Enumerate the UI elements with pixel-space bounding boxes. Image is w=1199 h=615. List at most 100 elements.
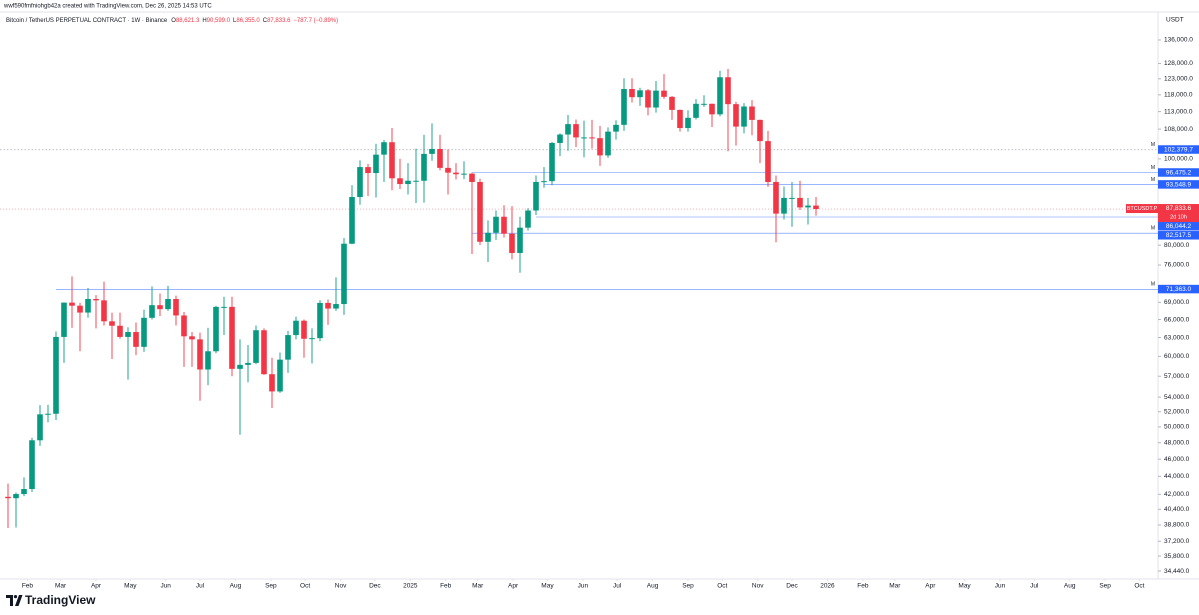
x-tick-label: Nov bbox=[752, 583, 764, 590]
candle-body bbox=[469, 173, 475, 182]
candle-body bbox=[213, 306, 219, 352]
x-tick-label: 2026 bbox=[820, 583, 835, 590]
candle-body bbox=[37, 414, 43, 441]
candle-body bbox=[765, 141, 771, 182]
level-label-box bbox=[1158, 145, 1199, 154]
candle-body bbox=[781, 197, 787, 214]
x-tick-label: Mar bbox=[55, 583, 67, 590]
y-tick-label: 48,000.0 bbox=[1164, 439, 1190, 446]
candle-body bbox=[589, 137, 595, 139]
candle-body bbox=[45, 413, 51, 415]
candle-body bbox=[85, 299, 91, 313]
level-marker: M bbox=[1151, 142, 1155, 148]
candle-body bbox=[301, 320, 307, 339]
logo-slash bbox=[15, 595, 23, 606]
candle-body bbox=[413, 180, 419, 182]
x-tick-label: Dec bbox=[786, 583, 798, 590]
candle-body bbox=[229, 306, 235, 369]
candle-body bbox=[685, 117, 691, 129]
y-tick-label: 50,000.0 bbox=[1164, 424, 1190, 431]
y-tick-label: 136,000.0 bbox=[1164, 37, 1193, 44]
level-label: 96,475.2 bbox=[1166, 169, 1192, 176]
y-tick-label: 128,000.0 bbox=[1164, 60, 1193, 67]
level-label: 86,044.2 bbox=[1166, 223, 1192, 230]
candle-body bbox=[549, 142, 555, 182]
candle-body bbox=[245, 362, 251, 365]
candle-body bbox=[317, 302, 323, 339]
x-tick-label: Apr bbox=[925, 583, 936, 590]
logo-t bbox=[6, 595, 13, 606]
candle-body bbox=[205, 351, 211, 370]
candle-body bbox=[485, 232, 491, 242]
symbol-label-box bbox=[1126, 204, 1158, 214]
legend-key: O bbox=[171, 18, 176, 24]
candle-body bbox=[189, 336, 195, 340]
candle-body bbox=[269, 374, 275, 392]
candle-body bbox=[629, 89, 635, 98]
candle-body bbox=[557, 134, 563, 143]
candle-body bbox=[605, 131, 611, 156]
y-tick-label: 54,000.0 bbox=[1164, 394, 1190, 401]
candle-body bbox=[805, 205, 811, 208]
candle-body bbox=[285, 335, 291, 360]
last-price-label: 87,833.6 bbox=[1166, 205, 1192, 212]
candle-body bbox=[461, 173, 467, 175]
x-tick-label: Jun bbox=[995, 583, 1006, 590]
candle-body bbox=[77, 305, 83, 313]
candle-body bbox=[533, 181, 539, 211]
candle-body bbox=[157, 305, 163, 310]
candle-body bbox=[365, 167, 371, 174]
level-label: 102,379.7 bbox=[1164, 146, 1193, 153]
x-tick-label: Jul bbox=[196, 583, 205, 590]
candle-body bbox=[797, 197, 803, 208]
y-tick-label: 80,000.0 bbox=[1164, 242, 1190, 249]
candle-body bbox=[381, 142, 387, 155]
candle-body bbox=[429, 148, 435, 154]
candle-body bbox=[21, 489, 27, 495]
candle-body bbox=[173, 299, 179, 316]
x-tick-label: Mar bbox=[889, 583, 901, 590]
candle-body bbox=[613, 124, 619, 132]
x-tick-label: Feb bbox=[857, 583, 869, 590]
candle-body bbox=[101, 300, 107, 322]
legend-key: H bbox=[202, 18, 206, 24]
candle-body bbox=[789, 197, 795, 199]
x-tick-label: Jun bbox=[578, 583, 589, 590]
legend: Bitcoin / TetherUS PERPETUAL CONTRACT · … bbox=[6, 18, 338, 24]
x-tick-label: May bbox=[541, 583, 554, 590]
candle-body bbox=[61, 302, 67, 337]
countdown-label: 2d 10h bbox=[1170, 214, 1187, 220]
candle-body bbox=[253, 330, 259, 363]
x-tick-label: Aug bbox=[647, 583, 659, 590]
candle-body bbox=[93, 299, 99, 301]
candle-body bbox=[693, 103, 699, 118]
candle-body bbox=[117, 325, 123, 337]
candle-body bbox=[445, 167, 451, 173]
y-tick-label: 76,000.0 bbox=[1164, 262, 1190, 269]
logo-dot bbox=[13, 595, 18, 599]
candle-body bbox=[125, 332, 131, 337]
candle-body bbox=[749, 106, 755, 120]
y-tick-label: 35,800.0 bbox=[1164, 553, 1190, 560]
x-tick-label: Sep bbox=[1099, 583, 1111, 590]
level-label: 71,363.0 bbox=[1166, 286, 1192, 293]
x-tick-label: Oct bbox=[717, 583, 727, 590]
candle-body bbox=[5, 496, 11, 499]
y-tick-label: 60,000.0 bbox=[1164, 353, 1190, 360]
candle-body bbox=[149, 305, 155, 318]
y-tick-label: 40,400.0 bbox=[1164, 506, 1190, 513]
candle-body bbox=[565, 124, 571, 135]
candle-body bbox=[677, 109, 683, 129]
last-price-box bbox=[1158, 204, 1199, 223]
candle-body bbox=[277, 359, 283, 392]
x-tick-label: Nov bbox=[335, 583, 347, 590]
level-marker: M bbox=[1151, 226, 1155, 232]
candle-body bbox=[333, 304, 339, 309]
candle-body bbox=[389, 142, 395, 179]
symbol-label: BTCUSDT.P bbox=[1127, 206, 1158, 212]
y-tick-label: 52,000.0 bbox=[1164, 408, 1190, 415]
legend-title: Bitcoin / TetherUS PERPETUAL CONTRACT · … bbox=[6, 18, 168, 24]
candle-body bbox=[637, 90, 643, 98]
candle-body bbox=[733, 104, 739, 127]
